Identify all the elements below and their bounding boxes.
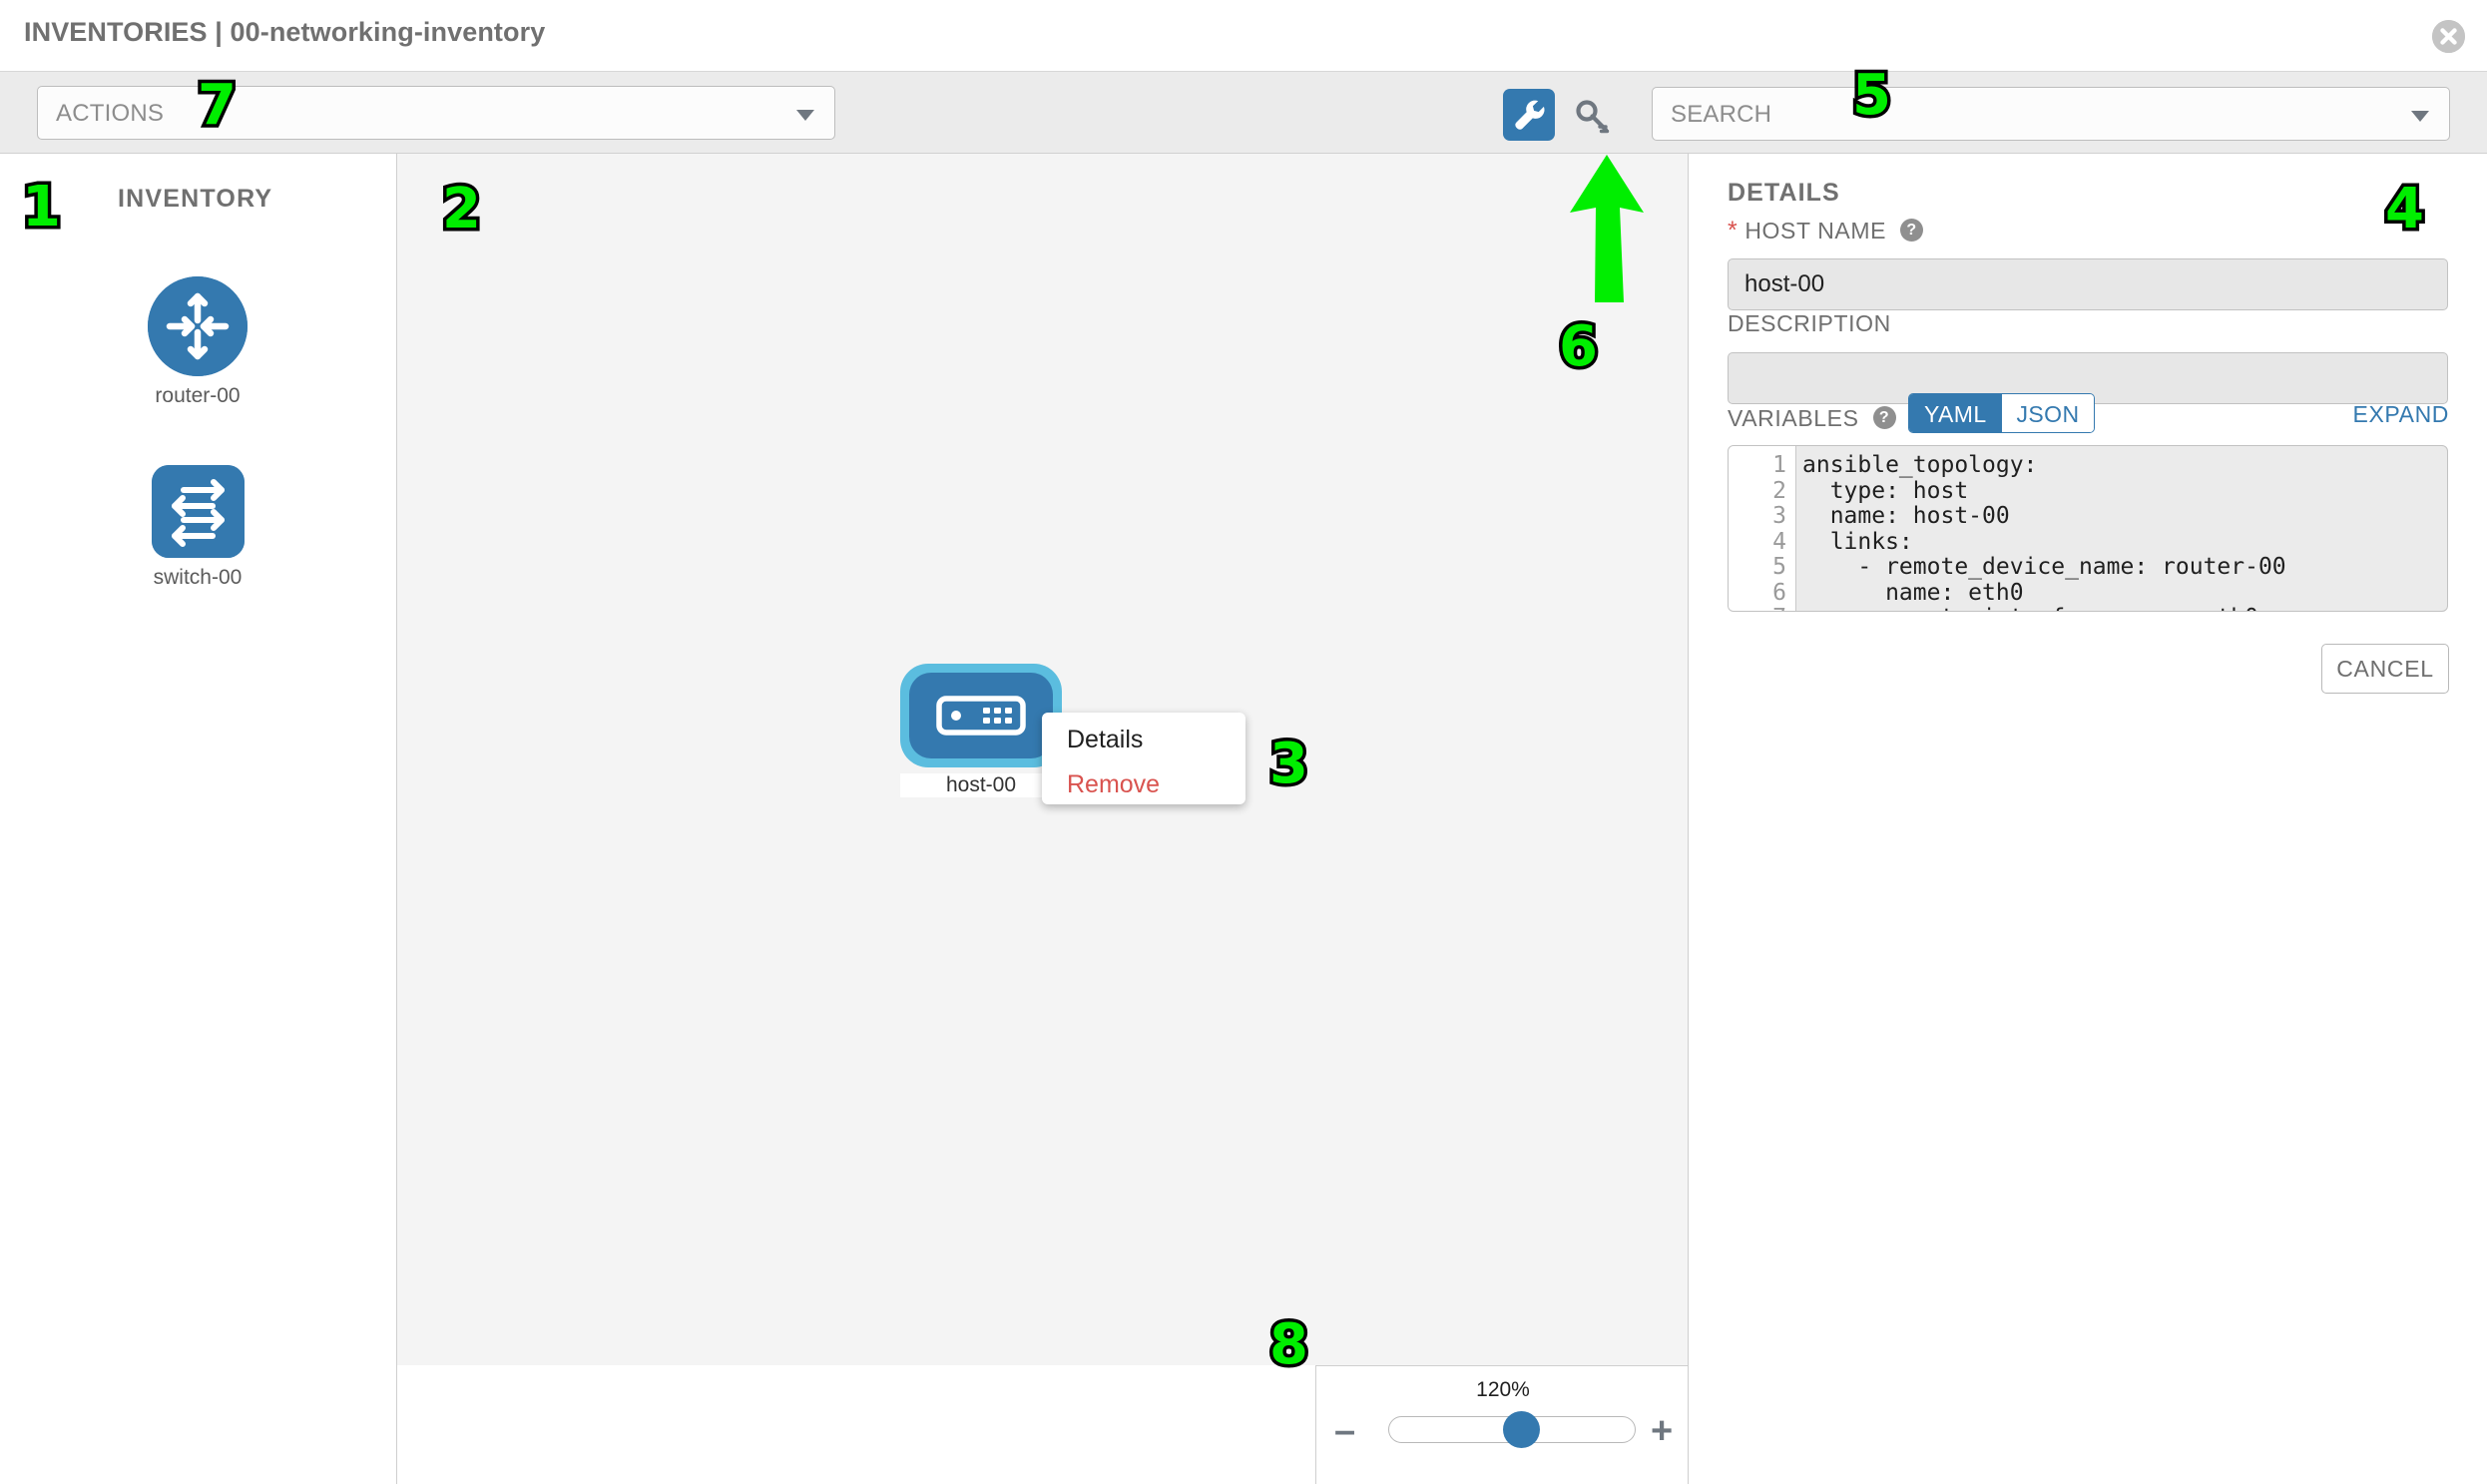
zoom-control: 120% – +	[1315, 1365, 1689, 1484]
zoom-out-button[interactable]: –	[1334, 1410, 1356, 1452]
cancel-button[interactable]: CANCEL	[2321, 644, 2449, 694]
sidebar-title: INVENTORY	[118, 185, 273, 213]
code-line: remote_interface_name: eth0	[1802, 605, 2447, 611]
code-line-number: 2	[1772, 477, 1786, 504]
code-line: links:	[1802, 528, 1913, 555]
details-title: DETAILS	[1728, 179, 1840, 207]
variables-label: VARIABLES ?	[1728, 405, 1896, 432]
sidebar-item-router-00[interactable]: router-00	[98, 276, 297, 408]
host-device-icon	[909, 673, 1053, 758]
page-title: INVENTORIES | 00-networking-inventory	[24, 17, 546, 47]
code-content[interactable]: ansible_topology: type: host name: host-…	[1796, 446, 2447, 611]
search-placeholder: SEARCH	[1671, 101, 1772, 128]
code-line: ansible_topology:	[1802, 452, 2038, 478]
expand-link[interactable]: EXPAND	[2352, 401, 2449, 427]
switch-icon	[151, 465, 245, 558]
host-name-label: * HOST NAME ?	[1728, 217, 1924, 246]
code-line-number: 6	[1772, 579, 1786, 606]
code-line-number: 3	[1772, 503, 1786, 529]
code-line-number: 1	[1772, 452, 1786, 478]
chevron-down-icon	[796, 110, 814, 121]
variables-format-toggle: YAML JSON	[1908, 393, 2096, 433]
context-menu-item-details[interactable]: Details	[1067, 726, 1144, 753]
zoom-in-button[interactable]: +	[1651, 1410, 1674, 1452]
details-panel: DETAILS * HOST NAME ? DESCRIPTION VARIAB…	[1690, 154, 2487, 1484]
window-title-bar: INVENTORIES | 00-networking-inventory	[0, 0, 2487, 72]
code-line: name: host-00	[1802, 503, 2010, 529]
question-mark-icon[interactable]: ?	[1872, 406, 1896, 430]
code-line: - remote_device_name: router-00	[1802, 554, 2286, 580]
sidebar-item-label: switch-00	[153, 566, 243, 589]
description-label: DESCRIPTION	[1728, 310, 1891, 336]
close-icon[interactable]	[2432, 20, 2465, 53]
code-line-number: 4	[1772, 528, 1786, 555]
key-button[interactable]	[1572, 94, 1616, 138]
code-line: type: host	[1802, 477, 1969, 504]
context-menu-item-remove[interactable]: Remove	[1067, 770, 1161, 798]
format-toggle-yaml[interactable]: YAML	[1909, 394, 2002, 432]
zoom-level-label: 120%	[1476, 1378, 1530, 1401]
code-line-number: 5	[1772, 554, 1786, 580]
context-menu: Details Remove	[1042, 713, 1245, 804]
actions-dropdown[interactable]: ACTIONS	[37, 86, 835, 140]
canvas-node-host-00[interactable]: host-00	[900, 664, 1062, 798]
code-line: name: eth0	[1802, 579, 2024, 606]
canvas-node-label: host-00	[900, 773, 1062, 798]
chevron-down-icon[interactable]	[2411, 111, 2429, 122]
zoom-slider-handle[interactable]	[1503, 1411, 1540, 1448]
router-icon	[148, 276, 248, 376]
actions-dropdown-label: ACTIONS	[56, 100, 165, 127]
host-name-label-text: HOST NAME	[1744, 218, 1887, 244]
search-input[interactable]: SEARCH	[1652, 87, 2450, 141]
question-mark-icon[interactable]: ?	[1900, 219, 1924, 243]
required-marker: *	[1728, 217, 1739, 245]
sidebar-item-label: router-00	[155, 384, 241, 407]
variables-label-text: VARIABLES	[1728, 405, 1859, 431]
host-name-field[interactable]	[1728, 258, 2448, 310]
wrench-button[interactable]	[1503, 89, 1555, 141]
sidebar-item-switch-00[interactable]: switch-00	[98, 465, 297, 590]
code-line-number: 7	[1729, 605, 1795, 611]
format-toggle-json[interactable]: JSON	[2001, 394, 2095, 432]
